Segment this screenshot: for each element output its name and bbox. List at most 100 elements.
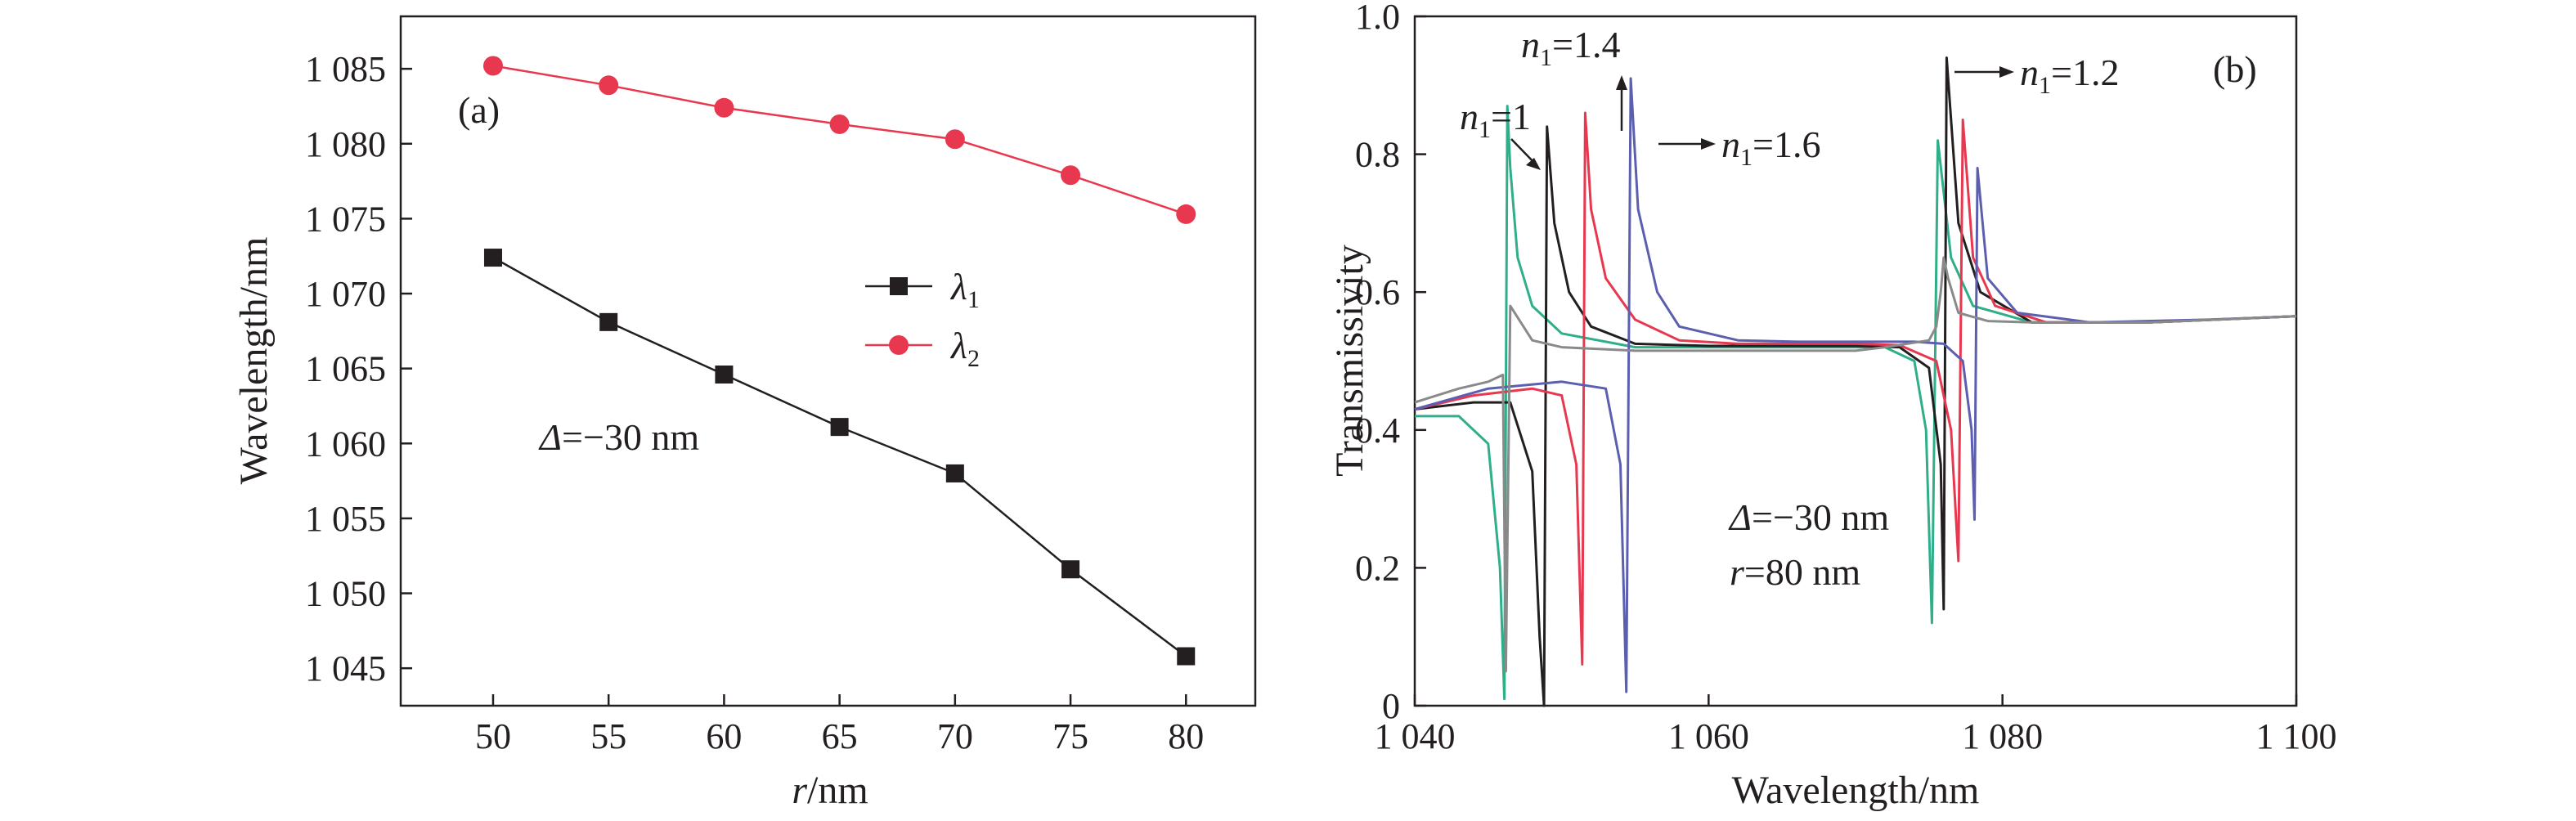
panel-a-point-2-50 <box>482 56 503 76</box>
panel-a-y-axis-title: Wavelength/nm <box>232 237 276 485</box>
curve-label-n1-16-arrowhead <box>1701 138 1716 150</box>
panel-a-y-tick-label-1-065: 1 065 <box>305 349 386 389</box>
panel-b-x-tick-label-1-060: 1 060 <box>1668 716 1749 756</box>
legend-lambda1-marker <box>890 277 908 295</box>
panel-a-point-2-80 <box>1176 204 1196 224</box>
panel-b-plot-frame <box>1413 15 2298 707</box>
panel-b-r-annotation: r=80 nm <box>1730 551 1860 593</box>
panel-a: 50 55 60 65 70 75 80 1 045 1 050 1 055 1 060 1 065 1… <box>232 15 1257 812</box>
panel-a-point-2-55 <box>599 75 619 96</box>
panel-a-y-tick-label-1-080: 1 080 <box>305 124 386 164</box>
panel-a-x-tick-label-70: 70 <box>937 716 973 756</box>
panel-b-y-tick-label-0-6: 0.6 <box>1355 272 1400 312</box>
curve-label-n1-14: n1=1.4 <box>1521 24 1627 131</box>
panel-b-delta-text: =−30 nm <box>1752 496 1889 538</box>
panel-a-series-line-2 <box>492 65 1187 216</box>
panel-b-y-tick-label-0: 0 <box>1382 686 1400 726</box>
curve-label-n1-1-text: n1=1 <box>1460 96 1531 143</box>
curve-label-n1-1-value: =1 <box>1491 96 1531 137</box>
panel-a-point-1-80 <box>1177 647 1196 666</box>
curve-label-n1-14-arrowhead <box>1616 75 1627 90</box>
panel-b-r-text: =80 nm <box>1744 551 1860 593</box>
panel-a-y-tick-label-1-045: 1 045 <box>305 648 386 689</box>
curve-label-n1-1-arrowhead <box>1526 158 1541 170</box>
panel-a-point-1-65 <box>830 418 849 437</box>
curve-label-n1-14-value: =1.4 <box>1552 24 1620 65</box>
panel-a-point-2-70 <box>945 129 965 150</box>
panel-a-x-axis-title-rest: /nm <box>807 769 868 812</box>
curve-label-n1-12-value: =1.2 <box>2051 52 2119 93</box>
panel-a-x-axis-title: r/nm <box>792 769 868 812</box>
panel-b-ticks-layer: 1 040 1 060 1 080 1 100 0 0.2 0.4 0.6 0.8 1.0 <box>1355 0 2337 756</box>
curve-label-n1-12-sub: 1 <box>2039 72 2051 99</box>
panel-b-y-axis-title: Transmissivity <box>1328 245 1371 477</box>
legend-lambda2-label: λ2 <box>949 325 980 372</box>
legend-lambda1-main: λ <box>949 266 967 307</box>
panel-b-series-line-n1-1 <box>1415 105 2297 701</box>
panel-b-series-layer <box>1414 56 2297 707</box>
panel-a-point-1-60 <box>715 365 734 384</box>
panel-a-label: (a) <box>458 89 500 131</box>
panel-b-series-line-series-5 <box>1414 256 2297 673</box>
curve-label-n1-12-arrowhead <box>1999 66 2014 78</box>
curve-label-n1-14-sub: 1 <box>1540 44 1552 71</box>
curve-label-n1-12-main: n <box>2020 52 2039 93</box>
curve-label-n1-1-main: n <box>1460 96 1479 137</box>
curve-label-n1-14-text: n1=1.4 <box>1521 24 1620 71</box>
panel-a-y-tick-label-1-050: 1 050 <box>305 574 386 614</box>
legend-lambda2-main: λ <box>949 325 967 366</box>
panel-a-legend: λ1 λ2 <box>865 266 980 372</box>
curve-label-n1-16-sub: 1 <box>1740 144 1752 171</box>
panel-a-plot-frame <box>399 15 1257 707</box>
panel-a-point-1-70 <box>945 464 964 482</box>
panel-b-series-line-n1-1-2 <box>1414 56 2297 707</box>
panel-a-delta-text: =−30 nm <box>562 416 699 458</box>
panel-b-x-tick-label-1-040: 1 040 <box>1375 716 1456 756</box>
panel-b: 1 040 1 060 1 080 1 100 0 0.2 0.4 0.6 0.8 1.0 (b)… <box>1328 0 2337 812</box>
curve-label-n1-1-sub: 1 <box>1479 116 1491 143</box>
panel-a-series-layer <box>482 56 1196 666</box>
panel-a-y-tick-label-1-085: 1 085 <box>305 49 386 89</box>
legend-lambda1-sub: 1 <box>967 286 980 313</box>
curve-label-n1-14-main: n <box>1521 24 1540 65</box>
panel-a-y-tick-label-1-075: 1 075 <box>305 199 386 239</box>
panel-b-y-tick-label-0-2: 0.2 <box>1355 548 1400 588</box>
legend-lambda2-sub: 2 <box>967 345 980 372</box>
panel-b-y-tick-label-0-8: 0.8 <box>1355 135 1400 175</box>
panel-b-delta-symbol: Δ <box>1728 496 1752 538</box>
panel-a-x-tick-label-55: 55 <box>590 716 626 756</box>
legend-lambda2-marker <box>889 335 909 355</box>
panel-a-x-tick-label-50: 50 <box>475 716 511 756</box>
curve-label-n1-12: n1=1.2 <box>1954 52 2119 99</box>
panel-a-x-tick-label-60: 60 <box>706 716 742 756</box>
panel-a-ticks-layer: 50 55 60 65 70 75 80 1 045 1 050 1 055 1 060 1 065 1… <box>305 49 1204 756</box>
panel-a-x-tick-label-65: 65 <box>822 716 858 756</box>
panel-b-y-tick-label-1-0: 1.0 <box>1355 0 1400 37</box>
curve-label-n1-1: n1=1 <box>1460 96 1541 170</box>
panel-a-point-1-75 <box>1061 560 1080 579</box>
panel-a-point-1-55 <box>599 312 618 331</box>
curve-label-n1-16-value: =1.6 <box>1752 123 1820 165</box>
panel-a-x-tick-label-80: 80 <box>1168 716 1204 756</box>
panel-a-y-tick-label-1-070: 1 070 <box>305 274 386 314</box>
panel-a-point-1-50 <box>483 249 502 267</box>
legend-lambda1-label: λ1 <box>949 266 980 313</box>
panel-a-y-tick-label-1-060: 1 060 <box>305 424 386 464</box>
panel-b-r-symbol: r <box>1730 551 1745 593</box>
panel-b-label: (b) <box>2213 48 2257 90</box>
panel-a-point-2-60 <box>714 97 734 118</box>
panel-a-delta-symbol: Δ <box>538 416 562 458</box>
panel-b-x-tick-label-1-080: 1 080 <box>1962 716 2043 756</box>
curve-label-n1-16: n1=1.6 <box>1658 123 1820 171</box>
panel-a-y-tick-label-1-055: 1 055 <box>305 499 386 539</box>
panel-b-x-axis-title: Wavelength/nm <box>1732 769 1980 812</box>
panel-a-x-axis-title-italic: r <box>792 769 807 812</box>
panel-a-x-tick-label-75: 75 <box>1052 716 1088 756</box>
curve-label-n1-16-text: n1=1.6 <box>1721 123 1820 171</box>
panel-b-delta-annotation: Δ=−30 nm <box>1728 496 1889 538</box>
panel-a-point-2-65 <box>829 114 850 134</box>
panel-b-x-tick-label-1-100: 1 100 <box>2256 716 2337 756</box>
panel-a-delta-annotation: Δ=−30 nm <box>538 416 699 458</box>
panel-b-series-line-n1-1-6 <box>1414 77 2297 693</box>
